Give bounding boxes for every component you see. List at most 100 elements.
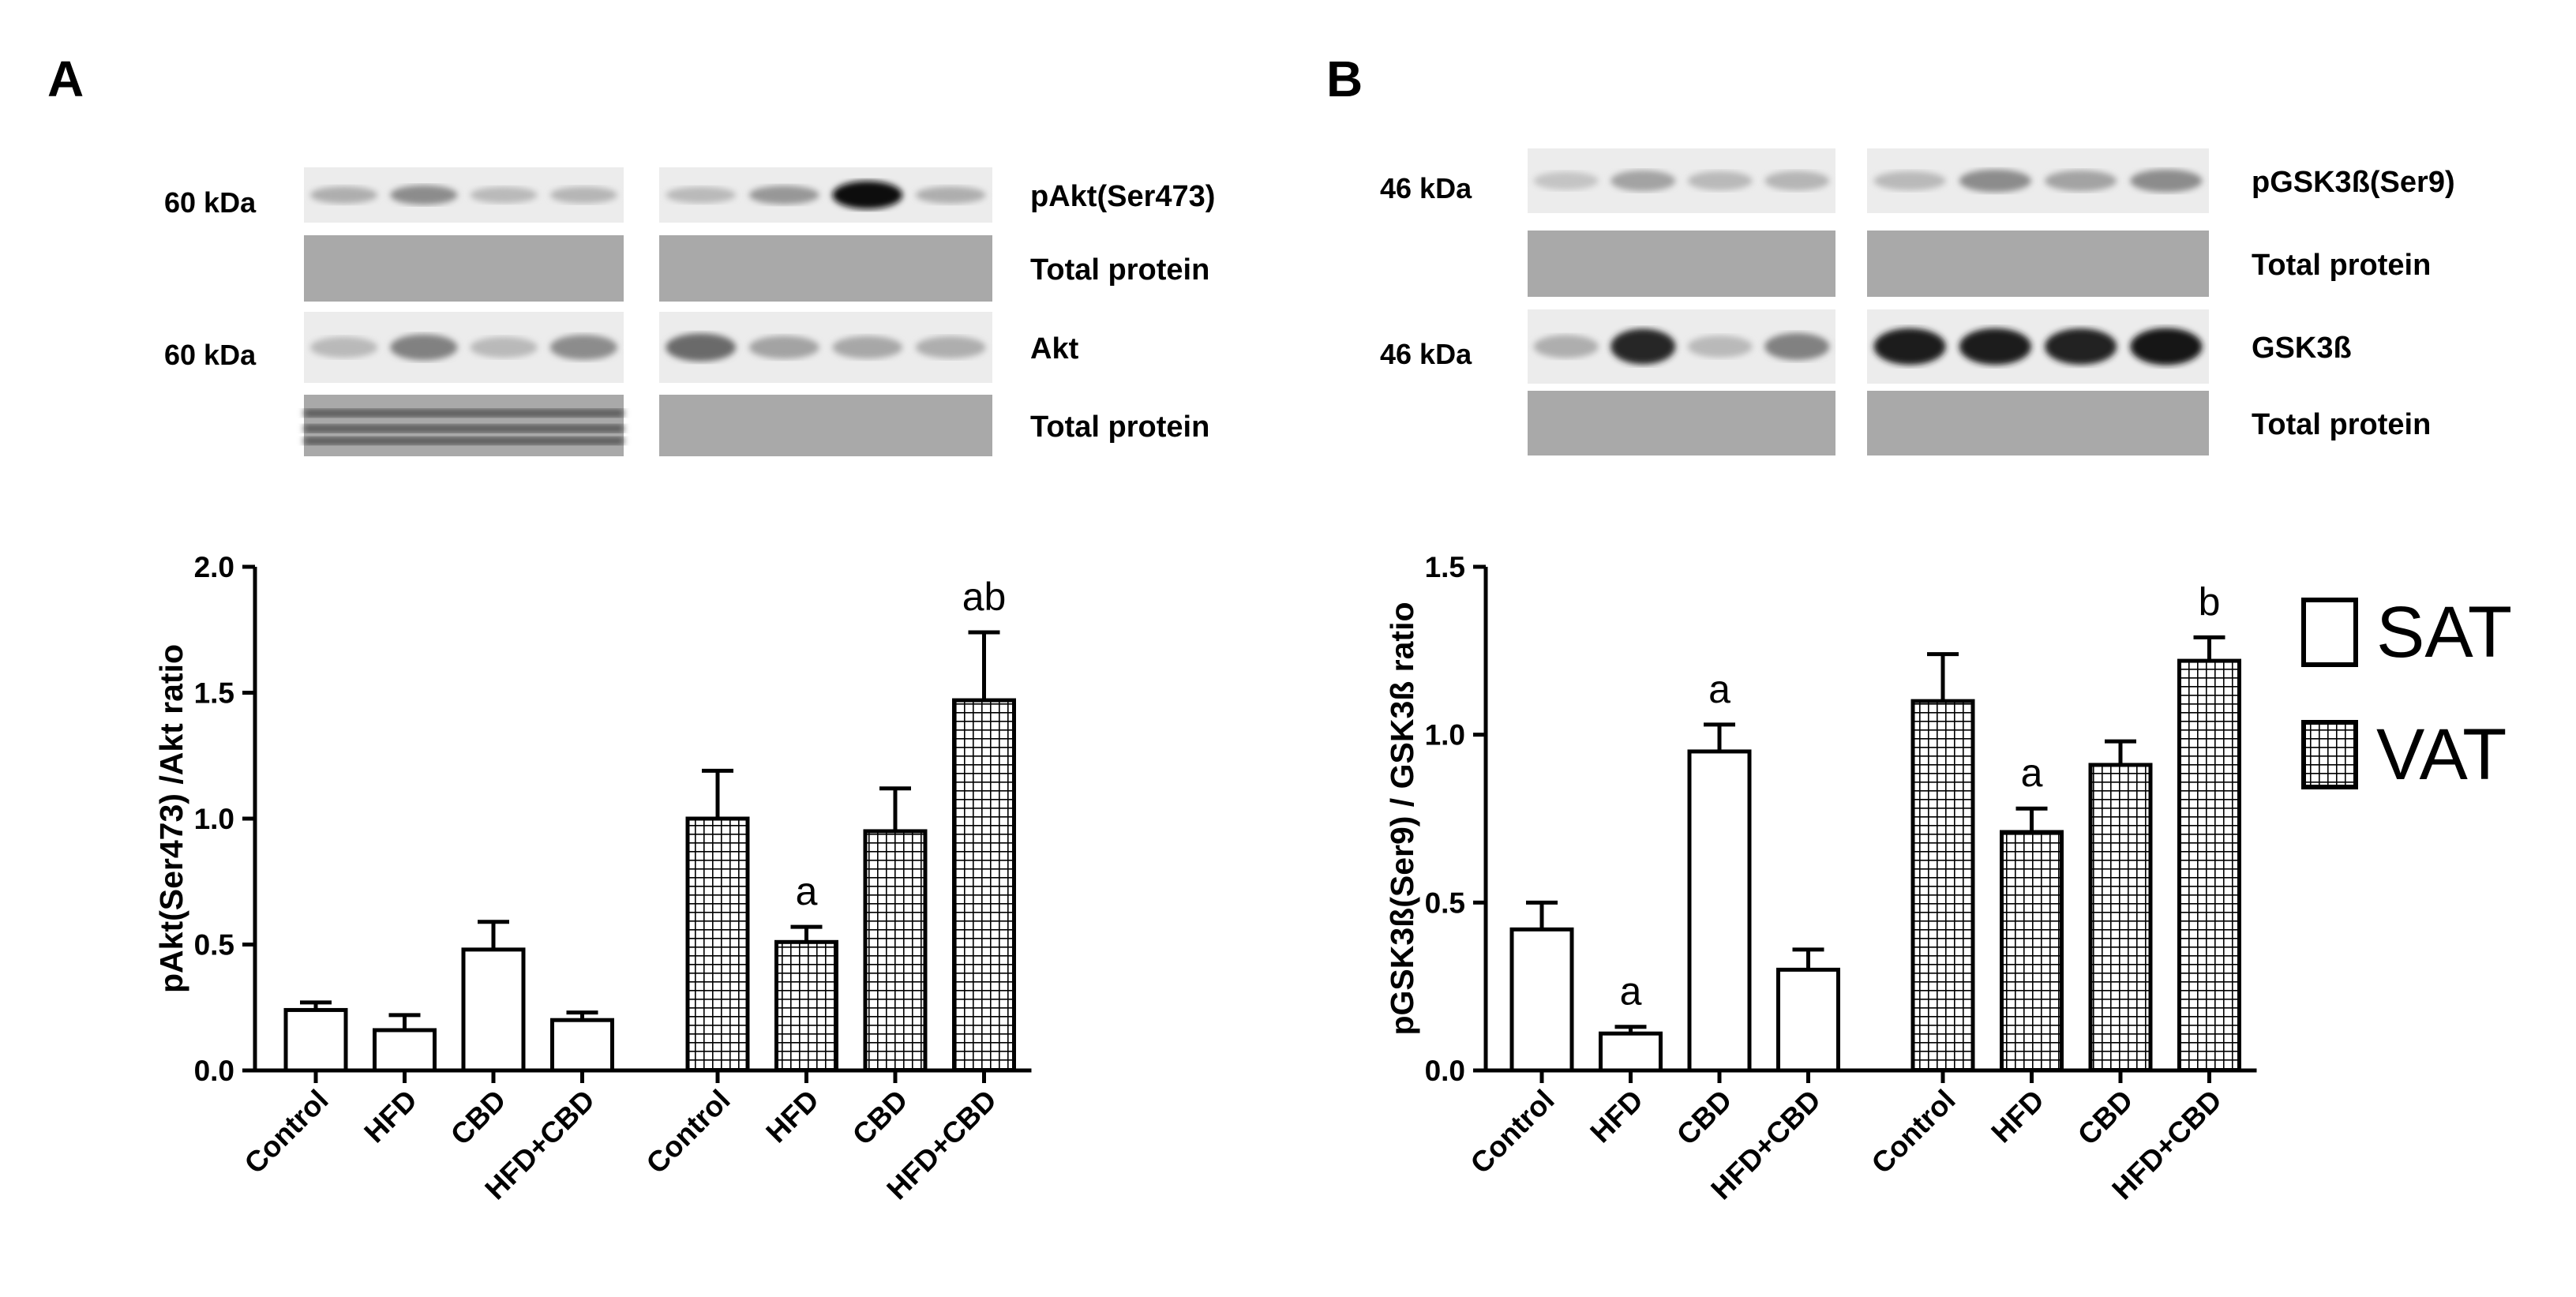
annotation: a (2021, 751, 2043, 795)
bar (952, 698, 1016, 1073)
blot-band (2045, 170, 2117, 192)
y-tick-label: 1.5 (1425, 551, 1465, 583)
y-tick-label: 0.0 (194, 1055, 234, 1087)
error-bar (1704, 722, 1735, 752)
blot-band (2130, 169, 2203, 193)
error-bar (2105, 739, 2136, 765)
annotation: a (1620, 969, 1642, 1014)
error-bar (388, 1013, 421, 1030)
bar (550, 1018, 614, 1073)
x-tick-label: HFD (759, 1084, 825, 1149)
blot-label: Total protein (2252, 408, 2431, 441)
blot-label: Total protein (1030, 410, 1209, 444)
blot-label: Total protein (2252, 249, 2431, 282)
blot-strip (304, 235, 624, 302)
y-axis-label: pAkt(Ser473) /Akt ratio (153, 644, 189, 993)
blot-strip (659, 235, 992, 302)
blot-strip (1528, 391, 1835, 455)
blot-band (1687, 171, 1753, 191)
blot-band (1959, 169, 2031, 193)
blot-band (1873, 328, 1946, 365)
blot-band (304, 409, 624, 418)
blot-band (748, 186, 819, 204)
legend-swatch (2301, 598, 2358, 667)
blot-band (915, 186, 986, 204)
annotation: a (796, 869, 818, 913)
blot-kda: 46 kDa (1380, 338, 1472, 370)
bar (774, 939, 838, 1073)
y-tick-label: 2.0 (194, 551, 234, 583)
blot-band (748, 335, 819, 359)
blot-kda: 60 kDa (164, 339, 257, 371)
error-bar (566, 1010, 598, 1021)
error-bar (1927, 652, 1959, 702)
bar (1599, 1031, 1663, 1073)
annotation: a (1708, 667, 1730, 711)
y-tick-label: 1.5 (194, 677, 234, 710)
error-bar (1526, 900, 1558, 930)
y-tick-label: 0.0 (1425, 1055, 1465, 1087)
error-bar (300, 1000, 332, 1010)
annotation: ab (962, 575, 1007, 619)
blot-band (832, 181, 903, 209)
x-tick-label: HFD (1584, 1084, 1649, 1149)
bar (863, 829, 928, 1073)
x-tick-label: CBD (1670, 1084, 1738, 1152)
blot-band (470, 186, 538, 204)
blot-band (549, 186, 618, 204)
blot-band (1764, 332, 1830, 361)
x-tick-label: CBD (444, 1084, 512, 1152)
bar (1910, 699, 1975, 1073)
bar (373, 1028, 437, 1073)
error-bar (879, 786, 911, 831)
blot-band (2045, 328, 2117, 365)
error-bar (702, 768, 733, 819)
blot-band (304, 424, 624, 433)
blot-kda: 46 kDa (1380, 172, 1472, 204)
blot-kda: 60 kDa (164, 186, 257, 219)
x-tick-label: CBD (846, 1084, 914, 1152)
blot-strip (1528, 231, 1835, 297)
blot-band (1873, 171, 1946, 191)
blot-band (1610, 328, 1676, 365)
blot-label: pGSK3ß(Ser9) (2252, 166, 2455, 199)
error-bar (1792, 947, 1824, 970)
blot-band (470, 336, 538, 358)
blot-band (304, 437, 624, 445)
x-tick-label: CBD (2072, 1084, 2139, 1152)
blot-band (1687, 335, 1753, 358)
blot-label: GSK3ß (2252, 332, 2352, 365)
error-bar (2193, 635, 2225, 662)
legend-swatch (2301, 720, 2358, 789)
blot-band (390, 185, 458, 205)
blot-band (666, 186, 737, 204)
blot-band (1610, 170, 1676, 192)
blot-label: Total protein (1030, 253, 1209, 287)
x-tick-label: HFD (1985, 1084, 2050, 1149)
error-bar (790, 924, 823, 943)
error-bar (1614, 1025, 1647, 1034)
error-bar (478, 920, 509, 950)
bar (461, 947, 526, 1073)
blot-band (390, 334, 458, 361)
x-tick-label: Control (640, 1084, 737, 1180)
annotation: b (2199, 579, 2221, 624)
error-bar (968, 630, 1000, 701)
y-tick-label: 1.0 (194, 803, 234, 835)
y-tick-label: 0.5 (1425, 887, 1465, 919)
blot-band (549, 335, 618, 360)
blot-strip (659, 395, 992, 456)
blot-strip (1867, 231, 2209, 297)
x-tick-label: Control (238, 1084, 335, 1180)
blot-band (915, 336, 986, 358)
blot-label: pAkt(Ser473) (1030, 180, 1215, 213)
bar (2177, 658, 2241, 1073)
bar (2000, 830, 2064, 1073)
panel-letter: B (1326, 51, 1363, 107)
blot-label: Akt (1030, 332, 1079, 365)
y-tick-label: 0.5 (194, 929, 234, 962)
bar (1776, 967, 1840, 1073)
x-tick-label: Control (1865, 1084, 1962, 1180)
